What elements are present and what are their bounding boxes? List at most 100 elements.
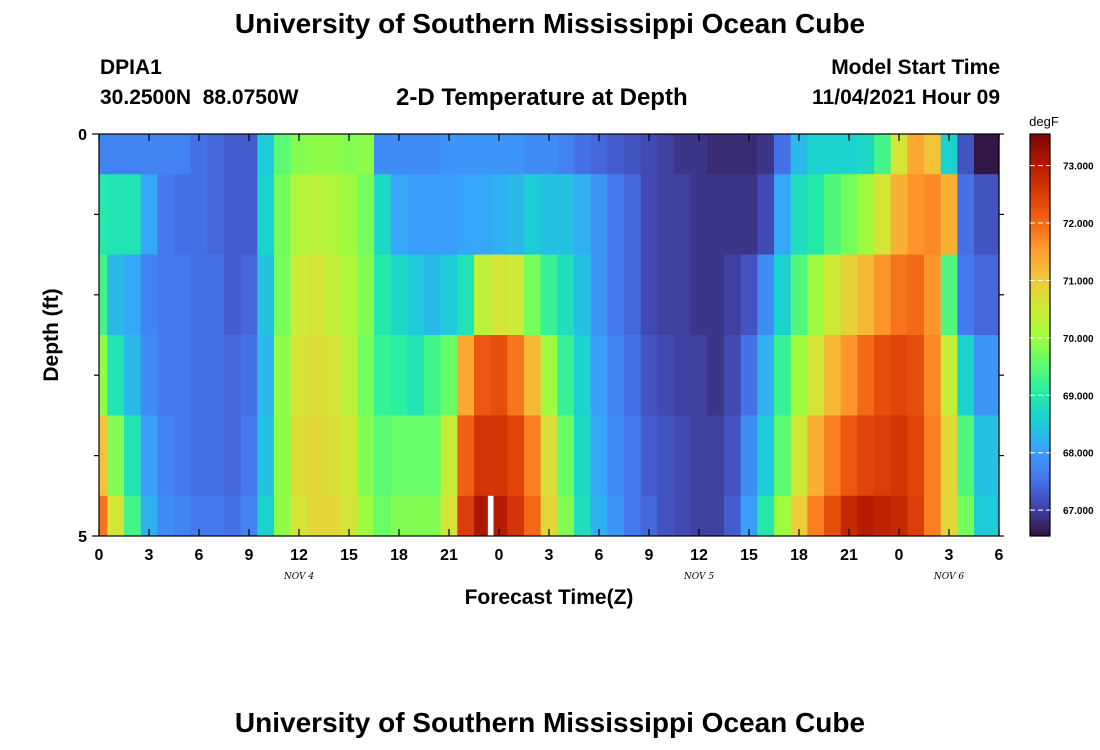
- heatmap-cell: [840, 174, 858, 255]
- heatmap-cell: [540, 254, 558, 336]
- heatmap-cell: [290, 495, 308, 537]
- heatmap-cell: [874, 134, 892, 175]
- heatmap-cell: [174, 335, 192, 416]
- heatmap-cell: [840, 415, 858, 497]
- heatmap-cell: [890, 335, 908, 416]
- heatmap-cell: [174, 415, 192, 497]
- heatmap-cell: [474, 415, 492, 497]
- heatmap-cell: [407, 254, 425, 336]
- heatmap-cell: [607, 174, 625, 255]
- heatmap-cell: [140, 134, 158, 175]
- heatmap-cell: [307, 415, 325, 497]
- heatmap-cell: [340, 495, 358, 537]
- heatmap-cell: [340, 415, 358, 497]
- x-tick-label: 9: [645, 547, 654, 564]
- heatmap-cell: [707, 495, 725, 537]
- plot-title: 2-D Temperature at Depth: [396, 84, 688, 111]
- heatmap-cell: [824, 174, 842, 255]
- heatmap-cell: [574, 495, 592, 537]
- heatmap-cell: [440, 134, 458, 175]
- heatmap-cell: [99, 254, 108, 336]
- heatmap-cell: [790, 415, 808, 497]
- x-tick-label: 6: [995, 547, 1004, 564]
- heatmap-cell: [890, 415, 908, 497]
- heatmap-cell: [307, 174, 325, 255]
- heatmap-cell: [890, 174, 908, 255]
- model-start-value: 11/04/2021 Hour 09: [812, 86, 1000, 109]
- heatmap-cell: [107, 495, 125, 537]
- heatmap-cell: [724, 415, 742, 497]
- heatmap-cell: [924, 254, 942, 336]
- heatmap-cell: [357, 174, 375, 255]
- heatmap-cell: [757, 335, 775, 416]
- heatmap-cell: [540, 174, 558, 255]
- heatmap-cell: [157, 254, 175, 336]
- heatmap-cell: [674, 415, 692, 497]
- heatmap-cell: [657, 495, 675, 537]
- heatmap-cell: [690, 134, 708, 175]
- heatmap-cell: [640, 134, 658, 175]
- heatmap-cell: [624, 415, 642, 497]
- heatmap-cell: [824, 495, 842, 537]
- x-tick-label: 15: [740, 547, 758, 564]
- heatmap-cell: [257, 495, 275, 537]
- heatmap-cell: [190, 134, 208, 175]
- heatmap-cell: [907, 134, 925, 175]
- heatmap-cell: [440, 495, 458, 537]
- heatmap-cell: [624, 335, 642, 416]
- heatmap-cell: [524, 415, 542, 497]
- temperature-depth-chart: 0 3 6 9 12 15 18 21 0 3 6 9 12 15 18 21 0 3 6 NOV 4 NOV 5 NOV…: [40, 114, 1094, 609]
- heatmap-cell: [424, 134, 442, 175]
- heatmap-cell: [374, 134, 392, 175]
- heatmap-cell: [907, 495, 925, 537]
- heatmap-cell: [240, 415, 258, 497]
- heatmap-cell: [407, 134, 425, 175]
- heatmap-cell: [457, 495, 475, 537]
- heatmap-cell: [474, 174, 492, 255]
- heatmap-cell: [390, 495, 408, 537]
- heatmap-cell: [774, 415, 792, 497]
- heatmap-cell: [740, 415, 758, 497]
- heatmap-cell: [990, 415, 1000, 497]
- y-axis: 05: [78, 127, 1004, 546]
- heatmap-cell: [224, 335, 242, 416]
- heatmap-cell: [740, 495, 758, 537]
- heatmap-cell: [790, 254, 808, 336]
- heatmap-cell: [607, 254, 625, 336]
- x-tick-label: 3: [945, 547, 954, 564]
- heatmap-cell: [907, 415, 925, 497]
- heatmap-cell: [257, 174, 275, 255]
- heatmap-cell: [457, 254, 475, 336]
- heatmap-cell: [424, 415, 442, 497]
- x-tick-label: 12: [690, 547, 708, 564]
- x-axis-label: Forecast Time(Z): [465, 586, 634, 609]
- heatmap-cell: [724, 174, 742, 255]
- heatmap-cell: [690, 174, 708, 255]
- heatmap-cell: [940, 134, 958, 175]
- heatmap-cell: [574, 415, 592, 497]
- heatmap-cell: [740, 174, 758, 255]
- heatmap-cell: [207, 254, 225, 336]
- heatmap-cell: [857, 335, 875, 416]
- heatmap-cell: [107, 415, 125, 497]
- heatmap-cell: [524, 134, 542, 175]
- heatmap-cell: [824, 134, 842, 175]
- heatmap-cell: [540, 415, 558, 497]
- heatmap-cell: [624, 254, 642, 336]
- heatmap-cell: [407, 174, 425, 255]
- heatmap-cell: [857, 495, 875, 537]
- heatmap-cell: [874, 335, 892, 416]
- heatmap-cell: [274, 134, 292, 175]
- heatmap-cell: [440, 174, 458, 255]
- heatmap-cell: [507, 415, 525, 497]
- heatmap-cell: [874, 174, 892, 255]
- heatmap-cell: [857, 415, 875, 497]
- heatmap-cell: [624, 174, 642, 255]
- heatmap-cell: [440, 254, 458, 336]
- heatmap-cell: [324, 254, 342, 336]
- heatmap-cell: [490, 495, 508, 537]
- x-tick-label: 0: [895, 547, 904, 564]
- heatmap-cell: [124, 174, 142, 255]
- heatmap-cell: [240, 495, 258, 537]
- heatmap-cell: [490, 335, 508, 416]
